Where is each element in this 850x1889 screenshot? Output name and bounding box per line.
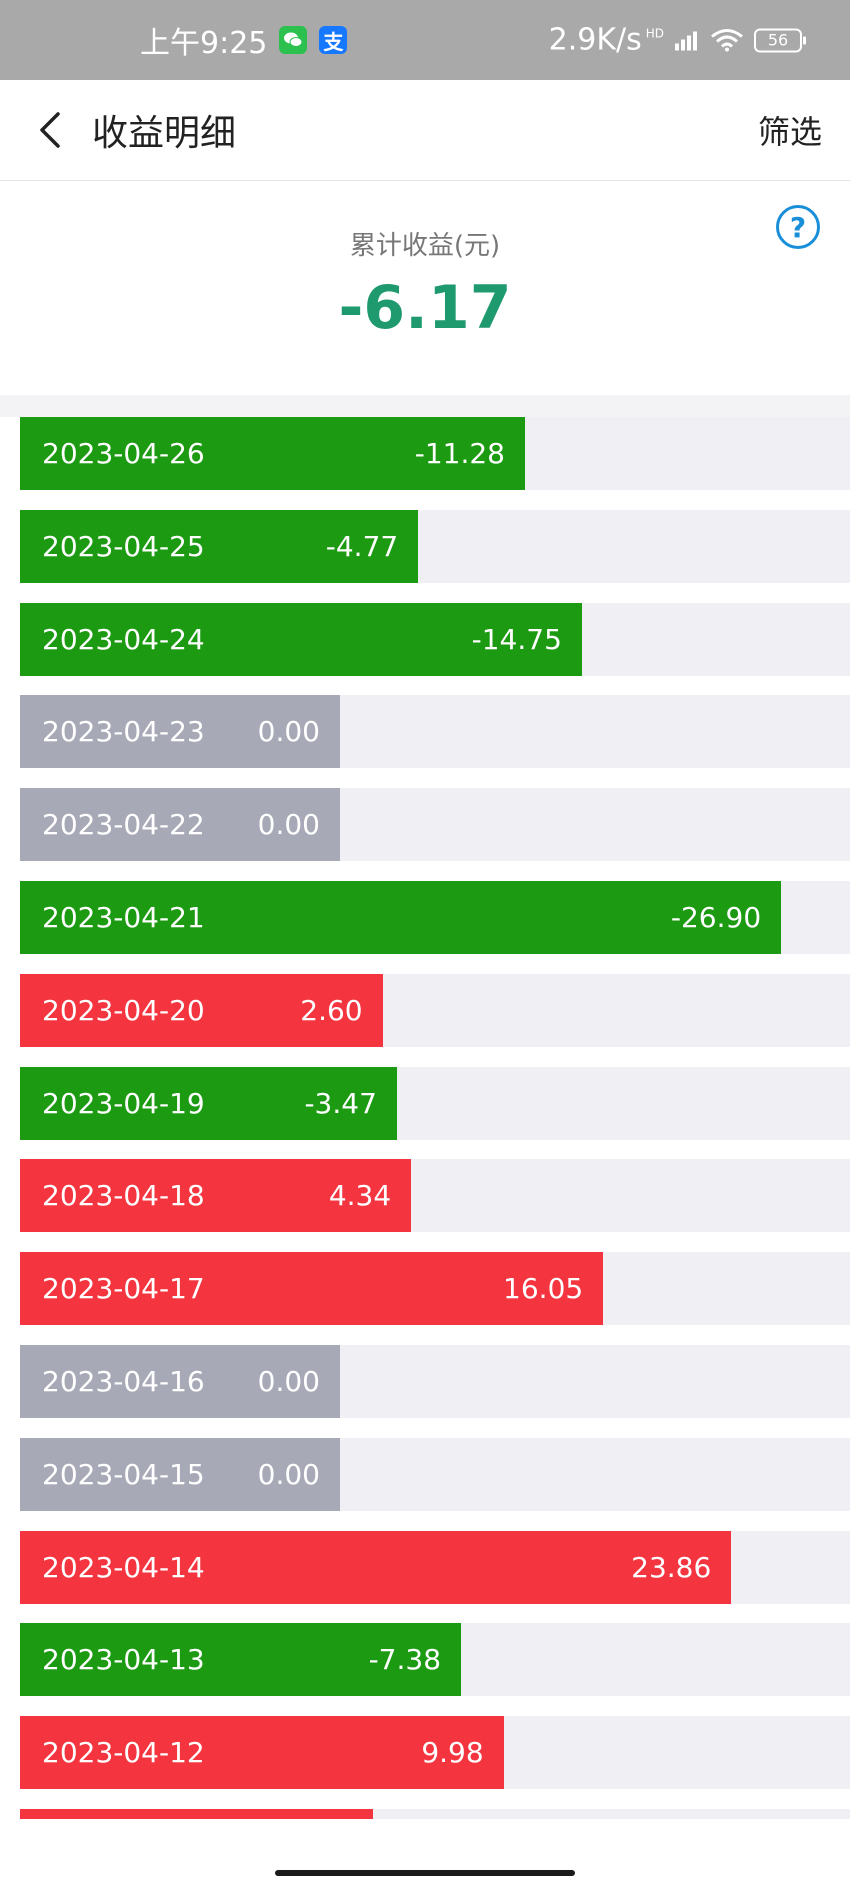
row-amount: 23.86	[631, 1550, 712, 1584]
battery-icon: 56	[754, 28, 806, 52]
earnings-bar: 2023-04-22 0.00	[20, 788, 340, 862]
cumulative-earnings-label: 累计收益(元)	[349, 231, 501, 261]
filter-button[interactable]: 筛选	[757, 113, 822, 151]
section-divider	[0, 395, 850, 417]
earnings-bar: 2023-04-19 -3.47	[20, 1066, 397, 1140]
earnings-row[interactable]: 2023-04-13 -7.38	[20, 1623, 850, 1697]
back-button[interactable]	[20, 100, 80, 160]
row-amount: 0.00	[257, 715, 320, 749]
row-date: 2023-04-17	[42, 1272, 205, 1306]
status-left: 上午9:25 支	[140, 18, 348, 62]
row-date: 2023-04-14	[42, 1550, 205, 1584]
app-header: 收益明细 筛选	[0, 80, 850, 181]
earnings-row[interactable]: 2023-04-18 4.34	[20, 1159, 850, 1233]
signal-icon	[675, 31, 697, 50]
earnings-bar: 2023-04-24 -14.75	[20, 602, 582, 676]
row-amount: -26.90	[670, 901, 762, 934]
wechat-glyph	[284, 32, 303, 47]
help-icon[interactable]: ?	[776, 205, 820, 249]
earnings-bar: 2023-04-17 16.05	[20, 1252, 604, 1326]
row-date: 2023-04-18	[42, 1179, 205, 1213]
cumulative-earnings-value: -6.17	[338, 273, 512, 343]
row-amount: -11.28	[414, 437, 505, 470]
earnings-row[interactable]: 2023-04-22 0.00	[20, 788, 850, 862]
earnings-bar: 2023-04-25 -4.77	[20, 509, 419, 583]
row-date: 2023-04-25	[42, 529, 205, 563]
row-amount: 16.05	[503, 1272, 584, 1306]
earnings-bar: 2023-04-18 4.34	[20, 1159, 412, 1233]
row-date: 2023-04-23	[42, 715, 205, 749]
earnings-row[interactable]: 2023-04-20 2.60	[20, 973, 850, 1047]
summary-panel: ? 累计收益(元) -6.17	[0, 181, 850, 395]
status-right: 2.9K/s HD 56	[548, 22, 806, 58]
row-date: 2023-04-19	[42, 1086, 205, 1120]
earnings-row[interactable]: 2023-04-15 0.00	[20, 1437, 850, 1511]
earnings-row[interactable]: 2023-04-19 -3.47	[20, 1066, 850, 1140]
chevron-left-icon	[40, 112, 60, 148]
earnings-bar: 2023-04-12 9.98	[20, 1716, 504, 1790]
earnings-row[interactable]: 2023-04-23 0.00	[20, 695, 850, 769]
row-date: 2023-04-26	[42, 437, 205, 470]
row-amount: 4.34	[328, 1179, 392, 1213]
row-amount: 0.00	[257, 808, 320, 842]
row-amount: 2.60	[300, 993, 363, 1027]
status-time: 上午9:25	[140, 26, 268, 61]
row-amount: 0.00	[257, 1457, 320, 1491]
hd-label: HD	[645, 26, 664, 40]
wechat-icon	[279, 26, 308, 54]
earnings-row[interactable]: 2023-04-12 9.98	[20, 1716, 850, 1790]
row-date: 2023-04-16	[42, 1365, 205, 1398]
earnings-bar: 2023-04-21 -26.90	[20, 881, 782, 954]
earnings-row[interactable]: 2023-04-26 -11.28	[20, 417, 850, 490]
earnings-row[interactable]	[20, 1809, 850, 1819]
earnings-bar: 2023-04-26 -11.28	[20, 417, 525, 490]
earnings-bar: 2023-04-15 0.00	[20, 1437, 340, 1511]
earnings-row[interactable]: 2023-04-17 16.05	[20, 1252, 850, 1326]
earnings-bar: 2023-04-16 0.00	[20, 1345, 340, 1418]
earnings-bar: 2023-04-23 0.00	[20, 695, 340, 769]
row-amount: -7.38	[368, 1643, 442, 1677]
home-indicator[interactable]	[275, 1870, 575, 1876]
row-date: 2023-04-22	[42, 808, 205, 842]
wifi-icon	[711, 28, 743, 51]
row-date: 2023-04-12	[42, 1736, 205, 1770]
alipay-icon: 支	[319, 26, 348, 54]
row-amount: -4.77	[325, 529, 399, 563]
row-date: 2023-04-15	[42, 1457, 205, 1491]
page-title: 收益明细	[92, 113, 237, 154]
earnings-bar	[20, 1809, 373, 1819]
row-date: 2023-04-20	[42, 993, 205, 1027]
network-speed: 2.9K/s	[548, 22, 642, 58]
status-bar: 上午9:25 支 2.9K/s HD 56	[0, 0, 850, 80]
row-date: 2023-04-24	[42, 622, 205, 656]
row-date: 2023-04-13	[42, 1643, 205, 1677]
earnings-row[interactable]: 2023-04-25 -4.77	[20, 509, 850, 583]
earnings-row[interactable]: 2023-04-24 -14.75	[20, 602, 850, 676]
earnings-bar: 2023-04-14 23.86	[20, 1530, 732, 1604]
earnings-row[interactable]: 2023-04-21 -26.90	[20, 881, 850, 954]
row-amount: 0.00	[257, 1365, 320, 1398]
row-date: 2023-04-21	[42, 901, 205, 934]
earnings-bar: 2023-04-13 -7.38	[20, 1623, 462, 1697]
row-amount: 9.98	[421, 1736, 484, 1770]
row-amount: -3.47	[304, 1086, 377, 1120]
earnings-row[interactable]: 2023-04-14 23.86	[20, 1530, 850, 1604]
earnings-row[interactable]: 2023-04-16 0.00	[20, 1345, 850, 1418]
row-amount: -14.75	[471, 622, 562, 656]
earnings-bar: 2023-04-20 2.60	[20, 973, 383, 1047]
